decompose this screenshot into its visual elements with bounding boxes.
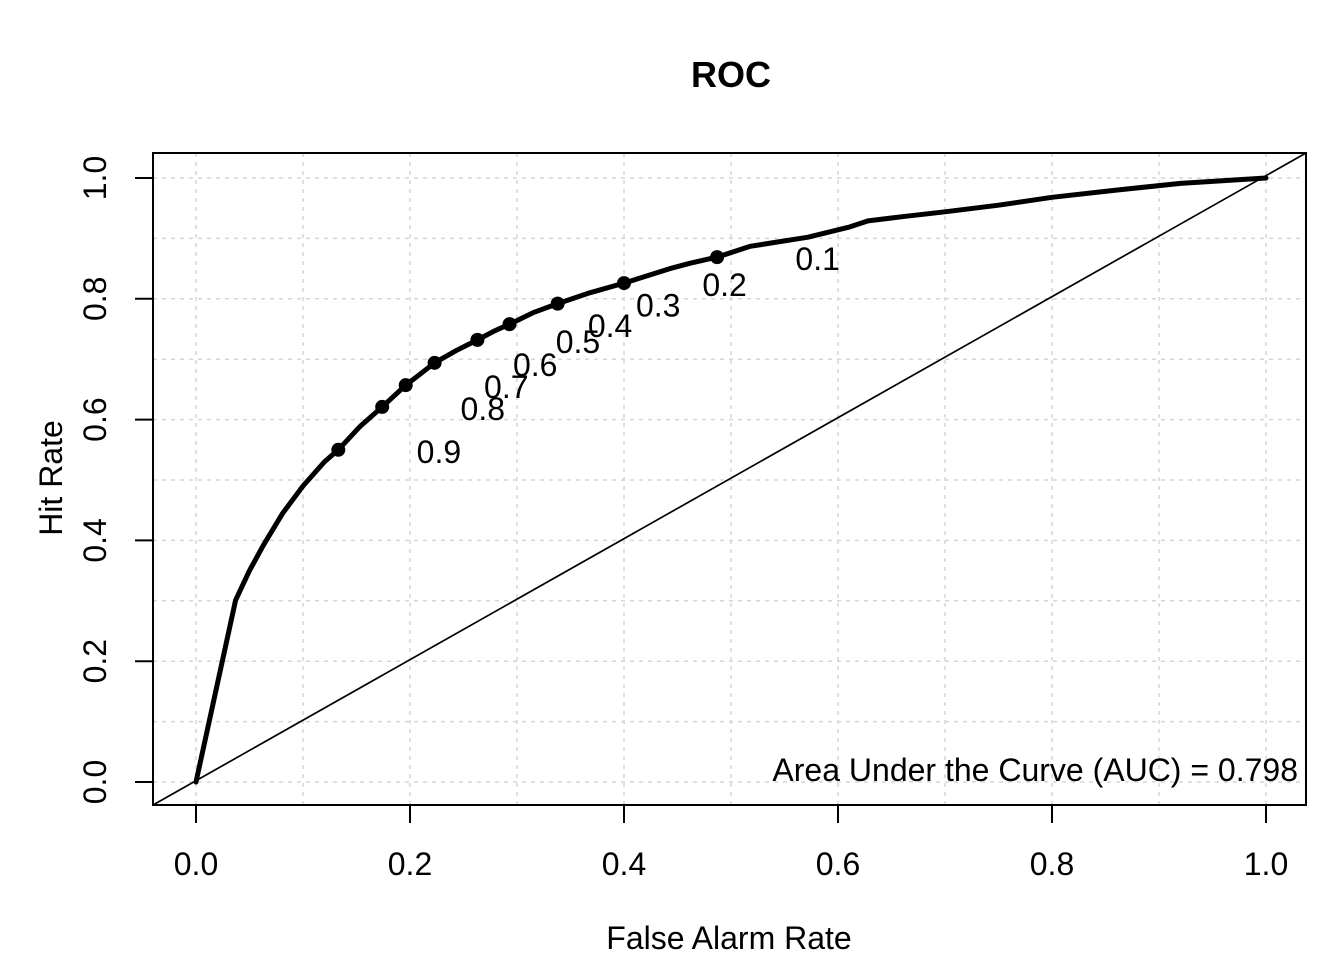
threshold-label: 0.7 <box>484 369 528 405</box>
y-tick-label: 0.0 <box>77 760 113 804</box>
threshold-label: 0.3 <box>636 288 680 324</box>
threshold-label: 0.8 <box>461 391 505 427</box>
threshold-dot <box>427 355 442 370</box>
threshold-dot <box>375 399 390 414</box>
threshold-dot <box>331 442 346 457</box>
y-tick-label: 0.4 <box>77 518 113 562</box>
threshold-dot <box>710 250 725 265</box>
threshold-label: 0.4 <box>588 308 632 344</box>
axis-ticks-layer: 0.00.00.20.20.40.40.60.60.80.81.01.0 <box>77 156 1288 882</box>
plot-box <box>152 152 1307 806</box>
threshold-label: 0.9 <box>417 434 461 470</box>
roc-curve <box>193 175 1269 785</box>
auc-annotation: Area Under the Curve (AUC) = 0.798 <box>772 752 1298 788</box>
y-tick-label: 0.8 <box>77 277 113 321</box>
x-tick-label: 0.8 <box>1030 846 1074 882</box>
chance-diagonal <box>152 152 1307 806</box>
y-tick-label: 1.0 <box>77 156 113 200</box>
threshold-dot <box>398 378 413 393</box>
roc-curve-line <box>193 175 1269 785</box>
chance-diagonal-line <box>152 152 1307 806</box>
threshold-dot <box>502 317 517 332</box>
x-tick-label: 1.0 <box>1244 846 1288 882</box>
y-tick-label: 0.6 <box>77 397 113 441</box>
threshold-label: 0.6 <box>513 347 557 383</box>
y-tick-label: 0.2 <box>77 639 113 683</box>
threshold-dot <box>617 276 631 291</box>
x-tick-label: 0.2 <box>388 846 432 882</box>
x-axis-title: False Alarm Rate <box>606 920 851 956</box>
chart-title: ROC <box>691 54 771 95</box>
threshold-points-layer: 0.1 0.2 0.30.40.50.60.70.80.9 <box>331 241 840 470</box>
x-tick-label: 0.6 <box>816 846 860 882</box>
x-tick-label: 0.4 <box>602 846 646 882</box>
threshold-label: 0.2 <box>702 267 746 303</box>
plot-box-layer <box>152 152 1307 806</box>
threshold-dot <box>550 296 565 311</box>
y-axis-title: Hit Rate <box>33 420 69 536</box>
grid-layer <box>153 153 1306 805</box>
threshold-label: 0.1 <box>795 241 839 277</box>
threshold-label: 0.5 <box>556 324 600 360</box>
x-tick-label: 0.0 <box>174 846 218 882</box>
threshold-dot <box>470 332 485 347</box>
